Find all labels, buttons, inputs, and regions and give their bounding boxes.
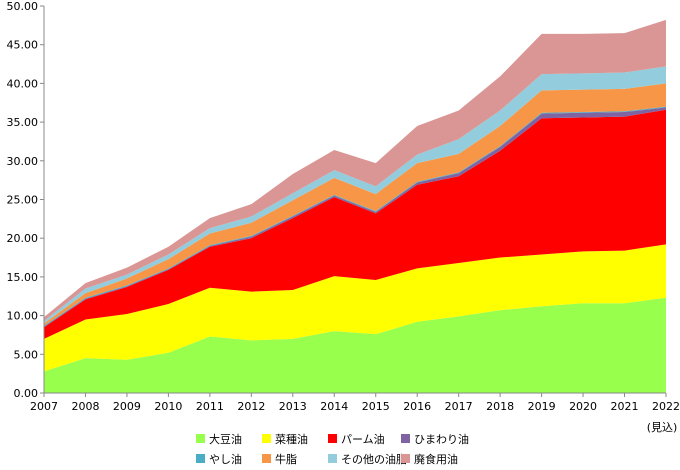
legend-swatch — [262, 454, 271, 463]
x-tick-label: 2009 — [113, 400, 141, 413]
legend-label: やし油 — [209, 452, 242, 466]
legend-label: その他の油脂 — [341, 452, 407, 466]
x-tick-label: 2012 — [237, 400, 265, 413]
area-series-1 — [44, 244, 666, 372]
y-tick-label: 0.00 — [14, 387, 39, 400]
legend-swatch — [401, 434, 410, 443]
area-layer — [44, 19, 666, 393]
x-tick-label: 2007 — [30, 400, 58, 413]
x-tick-note: (見込) — [647, 421, 678, 434]
x-tick-label: 2019 — [528, 400, 556, 413]
y-tick-label: 30.00 — [7, 155, 39, 168]
y-axis: 0.00 5.00 10.00 15.00 20.00 25.00 30.00 35.00 40… — [7, 0, 45, 400]
legend-swatch — [328, 454, 337, 463]
legend-label: 大豆油 — [209, 432, 242, 446]
x-tick-label: 2022 — [652, 400, 680, 413]
area-series-7 — [44, 19, 666, 322]
x-tick-label: 2011 — [196, 400, 224, 413]
y-tick-label: 40.00 — [7, 77, 39, 90]
legend-swatch — [262, 434, 271, 443]
legend-swatch — [328, 434, 337, 443]
x-tick-label: 2020 — [569, 400, 597, 413]
x-tick-label: 2014 — [320, 400, 348, 413]
legend-swatch — [196, 454, 205, 463]
area-series-5 — [44, 83, 666, 326]
x-tick-label: 2013 — [279, 400, 307, 413]
legend-label: 菜種油 — [275, 432, 308, 446]
x-tick-label: 2017 — [445, 400, 473, 413]
y-tick-label: 15.00 — [7, 271, 39, 284]
y-tick-label: 25.00 — [7, 194, 39, 207]
x-axis: 2007 2008 2009 2010 2011 2012 2013 2014 2015 2016… — [30, 392, 680, 413]
area-series-0 — [44, 297, 666, 393]
y-tick-label: 45.00 — [7, 39, 39, 52]
legend-label: 牛脂 — [275, 452, 297, 466]
x-tick-label: 2016 — [403, 400, 431, 413]
legend-label: 廃食用油 — [414, 452, 458, 466]
legend-label: ひまわり油 — [414, 432, 469, 446]
y-tick-label: 10.00 — [7, 310, 39, 323]
y-tick-label: 35.00 — [7, 116, 39, 129]
legend-swatch — [401, 454, 410, 463]
legend-swatch — [196, 434, 205, 443]
x-tick-label: 2018 — [486, 400, 514, 413]
legend-label: パーム油 — [341, 432, 385, 446]
x-tick-label: 2015 — [362, 400, 390, 413]
y-tick-label: 20.00 — [7, 232, 39, 245]
x-tick-label: 2021 — [611, 400, 639, 413]
y-tick-label: 5.00 — [14, 348, 39, 361]
y-tick-label: 50.00 — [7, 0, 39, 13]
x-tick-label: 2008 — [71, 400, 99, 413]
x-tick-label: 2010 — [154, 400, 182, 413]
area-series-2 — [44, 109, 666, 339]
